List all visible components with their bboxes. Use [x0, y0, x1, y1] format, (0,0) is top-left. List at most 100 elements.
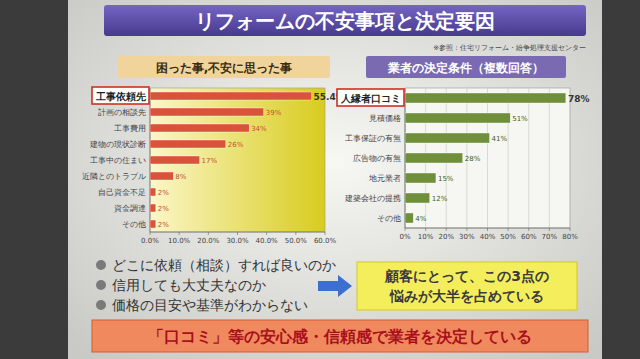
tick-mark [237, 232, 238, 235]
bar [405, 133, 490, 143]
category-label: 見積価格 [369, 114, 401, 123]
chart: 業者の決定条件（複数回答）0%10%20%30%40%50%60%70%80%7… [337, 56, 589, 241]
chart-header [118, 56, 330, 78]
tick-mark [266, 232, 267, 235]
data-label: 26% [228, 141, 244, 149]
axis-line [150, 232, 325, 233]
bar [150, 220, 156, 228]
tick-label: 80% [562, 233, 578, 241]
bar [150, 188, 156, 196]
tick-label: 60% [521, 233, 537, 241]
category-label: 自己資金不足 [98, 188, 146, 197]
bar [150, 140, 226, 148]
tick-mark [425, 228, 426, 231]
category-label: 工事中の住まい [90, 156, 146, 165]
tick-label: 70% [542, 233, 558, 241]
tick-label: 10.0% [168, 237, 191, 245]
data-label: 2% [158, 189, 169, 197]
chart-title: 業者の決定条件（複数回答） [387, 61, 544, 75]
tick-mark [179, 232, 180, 235]
tick-mark [208, 232, 209, 235]
data-label: 34% [251, 125, 267, 133]
highlight-box [337, 89, 404, 106]
data-label: 78% [568, 94, 590, 104]
grid-line [528, 88, 529, 228]
tick-label: 20.0% [197, 237, 220, 245]
data-label: 17% [202, 157, 218, 165]
title-bar [104, 5, 586, 36]
slide-photo: リフォームの不安事項と決定要因※参照：住宅リフォーム・紛争処理支援センター困った… [0, 0, 640, 359]
data-label: 8% [175, 173, 186, 181]
tick-label: 30% [459, 233, 475, 241]
grid-line [570, 88, 571, 228]
tick-mark [549, 228, 550, 231]
data-label: 39% [266, 109, 282, 117]
bar [405, 173, 436, 183]
category-label: 工事費用 [114, 124, 146, 133]
bullet-text: どこに依頼（相談）すれば良いのか [112, 257, 336, 273]
tick-label: 20% [438, 233, 454, 241]
tick-label: 0.0% [141, 237, 159, 245]
category-label: 工事保証の有無 [345, 134, 401, 143]
bar [405, 193, 430, 203]
tick-mark [405, 228, 406, 231]
category-label: 建築会社の提携 [344, 194, 401, 203]
tick-label: 40.0% [256, 237, 279, 245]
title: リフォームの不安事項と決定要因 [195, 9, 495, 33]
tick-mark [466, 228, 467, 231]
tick-mark [487, 228, 488, 231]
category-label: 近隣とのトラブル [82, 172, 146, 181]
tick-mark [446, 228, 447, 231]
bullet-text: 価格の目安や基準がわからない [112, 297, 308, 313]
tick-label: 10% [418, 233, 434, 241]
bullet-dot [96, 260, 106, 270]
tick-mark [295, 232, 296, 235]
tick-mark [508, 228, 509, 231]
bars [150, 92, 312, 228]
tick-mark [528, 228, 529, 231]
data-label: 2% [158, 221, 169, 229]
data-label: 2% [158, 205, 169, 213]
callout-text: 悩みが大半を占めている [389, 288, 544, 304]
grid-line [508, 88, 509, 228]
bar [150, 92, 312, 100]
callout-box [357, 262, 577, 310]
bar [150, 204, 156, 212]
category-label: 工事依頼先 [95, 91, 146, 102]
chart-header [366, 56, 566, 78]
arrow [318, 275, 352, 297]
axis-line [405, 228, 570, 229]
data-label: 51% [512, 115, 528, 123]
category-label: 地元業者 [368, 174, 401, 183]
bar [405, 213, 413, 223]
tick-mark [150, 232, 151, 235]
bar [405, 113, 510, 123]
category-label: 人縁者口コミ [340, 93, 401, 104]
chart-title: 困った事,不安に思った事 [156, 61, 293, 75]
data-label: 28% [465, 155, 481, 163]
tick-label: 60.0% [314, 237, 337, 245]
tick-label: 50% [500, 233, 516, 241]
callout-text: 顧客にとって、この3点の [384, 268, 549, 284]
conclusion-text: 「口コミ」等の安心感・信頼感で業者を決定している [148, 327, 532, 346]
bar [150, 172, 173, 180]
bar [150, 108, 264, 116]
data-label: 12% [432, 195, 448, 203]
bar [405, 93, 566, 103]
tick-label: 30.0% [226, 237, 249, 245]
data-label: 4% [415, 215, 426, 223]
bullet-dot [96, 280, 106, 290]
data-label: 41% [492, 135, 508, 143]
category-label: 広告物の有無 [353, 154, 401, 163]
tick-label: 50.0% [285, 237, 308, 245]
highlight-box [92, 87, 149, 104]
grid-line [487, 88, 488, 228]
chart: 困った事,不安に思った事 0.0% 10.0% 20.0% 30.0% 40.0% 50.0… [82, 56, 345, 245]
tick-mark [570, 228, 571, 231]
bullet-dot [96, 300, 106, 310]
grid-line [549, 88, 550, 228]
tick-mark [325, 232, 326, 235]
category-label: その他 [377, 214, 401, 223]
tick-label: 0% [399, 233, 410, 241]
slide-background [68, 0, 602, 359]
